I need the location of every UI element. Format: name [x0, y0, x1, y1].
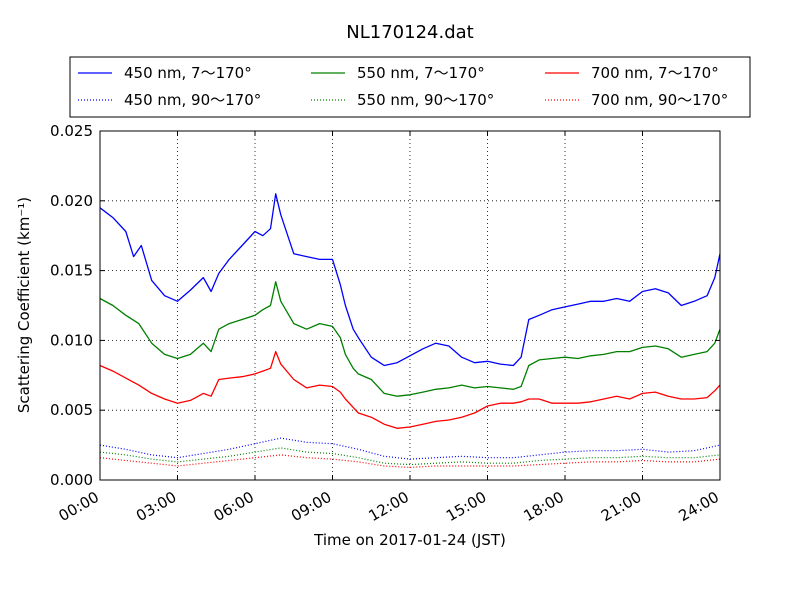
y-tick-label: 0.015 [50, 262, 93, 280]
x-tick-label: 00:00 [56, 488, 102, 525]
series-line-0 [99, 193, 721, 367]
legend: 450 nm, 7～170° 450 nm, 90～170° 550 nm, 7～1… [69, 56, 751, 118]
x-tick-label: 09:00 [288, 488, 334, 525]
legend-label: 450 nm, 7～170° [124, 64, 252, 82]
legend-label: 700 nm, 7～170° [591, 64, 719, 82]
x-tick-label: 21:00 [598, 488, 644, 525]
x-tick-label: 18:00 [521, 488, 567, 525]
x-tick-label: 15:00 [443, 488, 489, 525]
legend-label: 550 nm, 90～170° [357, 91, 494, 109]
y-axis-label: Scattering Coefficient (km⁻¹) [15, 197, 33, 413]
y-tick-label: 0.010 [50, 331, 93, 349]
plot-area: 00:00 03:00 06:00 09:00 12:00 15:00 18:00 21:00… [50, 122, 722, 525]
y-tick-label: 0.020 [50, 192, 93, 210]
legend-label: 450 nm, 90～170° [124, 91, 261, 109]
legend-box [69, 56, 751, 118]
series-line-3 [99, 447, 721, 466]
y-tick-label: 0.025 [50, 122, 93, 140]
x-tick-label: 12:00 [366, 488, 412, 525]
grid-lines [100, 131, 720, 480]
x-tick-label: 06:00 [211, 488, 257, 525]
x-tick-label: 24:00 [676, 488, 722, 525]
y-tick-label: 0.000 [50, 471, 93, 489]
y-tick-label: 0.005 [50, 401, 93, 419]
plot-background [100, 131, 720, 480]
legend-label: 550 nm, 7～170° [357, 64, 485, 82]
legend-label: 700 nm, 90～170° [591, 91, 728, 109]
x-axis-label: Time on 2017-01-24 (JST) [313, 531, 506, 549]
series-line-2 [99, 281, 721, 397]
x-tick-label: 03:00 [133, 488, 179, 525]
series-lines [99, 193, 721, 468]
series-line-1 [99, 437, 721, 460]
series-line-4 [99, 350, 721, 429]
chart-title: NL170124.dat [346, 22, 473, 43]
